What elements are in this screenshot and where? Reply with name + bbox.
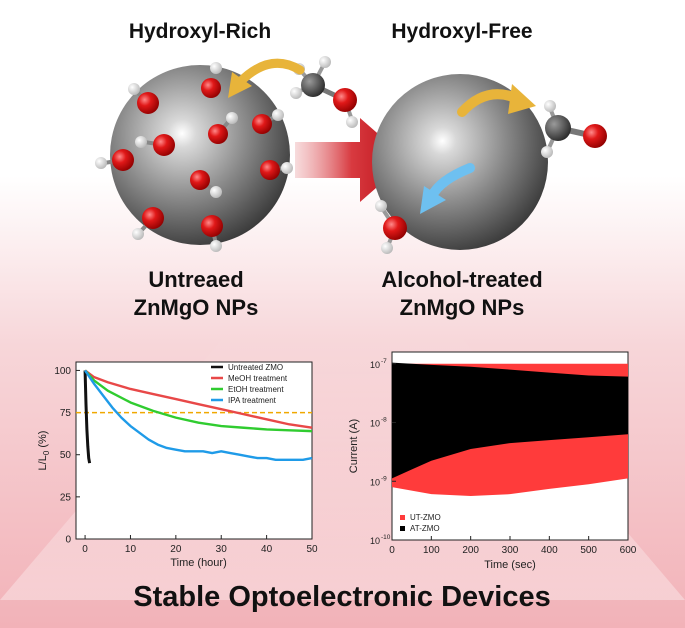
nanoparticle-sphere: [372, 74, 548, 250]
x-tick-label: 100: [423, 545, 440, 556]
hydroxyl-group: [135, 134, 175, 156]
x-tick-label: 300: [502, 545, 519, 556]
x-tick-label: 200: [462, 545, 479, 556]
right-title: Hydroxyl-Free: [391, 20, 532, 43]
x-tick-label: 0: [389, 545, 395, 556]
x-tick-label: 10: [125, 544, 137, 555]
y-axis-label: Current (A): [348, 419, 360, 473]
y-tick-label: 0: [65, 535, 71, 546]
hydroxyl-group: [128, 83, 159, 114]
right-label-line2: ZnMgO NPs: [400, 295, 525, 320]
hydroxyl-group: [252, 109, 284, 134]
y-tick-label: 10: [370, 360, 380, 370]
legend-label: Untreated ZMO: [228, 363, 283, 372]
x-tick-label: 0: [82, 544, 88, 555]
legend-swatch: [400, 526, 405, 531]
series-line: [84, 369, 313, 429]
x-tick-label: 40: [261, 544, 273, 555]
hydroxyl-group: [190, 170, 222, 198]
hydroxyl-group: [201, 215, 223, 252]
legend-label: IPA treatment: [228, 396, 277, 405]
hydroxyl-group: [132, 207, 164, 240]
left-label-line2: ZnMgO NPs: [134, 295, 259, 320]
hydroxyl-group: [208, 112, 238, 144]
series-line: [83, 370, 92, 464]
footer-title: Stable Optoelectronic Devices: [133, 581, 550, 613]
y-tick-label: 10: [370, 536, 380, 546]
curved-arrow-yellow: [228, 58, 305, 98]
x-tick-label: 50: [306, 544, 318, 555]
aldehyde-molecule: [541, 100, 607, 158]
luminance-decay-chart: 0 10 20 30 40 50 0 25 50 75 100 Untreated ZMO MeOH t…: [37, 361, 318, 569]
series-line: [84, 369, 313, 461]
x-tick-label: 400: [541, 545, 558, 556]
y-tick-label: 10: [370, 419, 380, 429]
series-band: [392, 362, 628, 479]
hydroxyl-free-nanoparticle: [372, 74, 607, 254]
left-title: Hydroxyl-Rich: [129, 20, 271, 43]
hydroxyl-group: [201, 62, 222, 98]
y-tick-label: 50: [60, 450, 72, 461]
y-tick-exponent: -7: [381, 358, 387, 365]
legend-swatch: [400, 515, 405, 520]
hydroxyl-group: [95, 149, 134, 171]
y-tick-label: 100: [54, 366, 71, 377]
x-tick-label: 500: [580, 545, 597, 556]
curved-arrow-yellow: [457, 84, 536, 117]
right-label-line1: Alcohol-treated: [381, 267, 542, 292]
left-label-line1: Untreaed: [148, 267, 243, 292]
y-tick-exponent: -8: [381, 417, 387, 424]
series-line: [84, 369, 313, 433]
y-tick-label: 25: [60, 492, 72, 503]
hydroxyl-rich-nanoparticle: [95, 56, 358, 252]
legend-label: MeOH treatment: [228, 374, 288, 383]
legend-label: AT-ZMO: [410, 524, 440, 533]
x-tick-label: 20: [170, 544, 182, 555]
y-tick-label: 10: [370, 477, 380, 487]
x-tick-label: 30: [216, 544, 228, 555]
y-tick-exponent: -10: [381, 534, 391, 541]
y-tick-label: 75: [60, 408, 72, 419]
legend-label: UT-ZMO: [410, 513, 441, 522]
x-axis-label: Time (hour): [170, 557, 226, 569]
y-tick-exponent: -9: [381, 475, 387, 482]
legend-label: EtOH treatment: [228, 385, 284, 394]
water-molecule: [375, 200, 407, 254]
x-tick-label: 600: [620, 545, 637, 556]
x-axis-label: Time (sec): [484, 559, 536, 571]
hydroxyl-group: [260, 160, 293, 180]
y-axis-label: L/L0 (%): [37, 431, 51, 471]
curved-arrow-blue: [420, 163, 475, 214]
